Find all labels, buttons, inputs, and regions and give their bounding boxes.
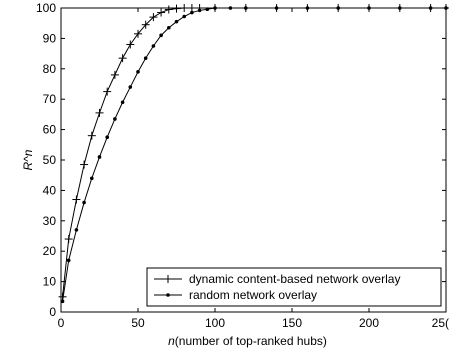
data-point-0-14 [164,5,173,14]
data-point-0-9 [126,40,135,49]
data-point-1-16 [182,14,186,19]
legend-marker-0 [164,275,172,283]
series-layer [58,4,449,304]
legend: dynamic content-based network overlay ran… [146,267,442,307]
legend-box [146,267,442,307]
data-point-1-11 [143,56,148,60]
x-tick-label: 150 [282,316,302,330]
data-point-1-27 [398,6,402,10]
x-axis-label: n(number of top-ranked hubs) [168,334,327,348]
data-point-1-23 [274,6,279,10]
y-tick-label: 30 [43,214,57,228]
data-point-1-21 [228,6,233,10]
y-tick-label: 50 [43,153,57,167]
data-point-1-22 [244,6,248,10]
data-point-0-5 [95,108,104,117]
y-tick-label: 10 [43,275,57,289]
data-point-1-19 [205,7,210,12]
data-point-0-4 [87,131,96,140]
series-line-1 [62,7,446,302]
data-point-0-13 [157,8,166,17]
series-1 [60,6,448,304]
data-point-1-26 [367,6,371,10]
data-point-1-20 [213,6,217,10]
data-point-0-3 [80,160,89,169]
x-tick-label: 25( [432,316,449,330]
data-point-0-17 [187,4,196,12]
data-point-1-17 [190,10,194,15]
data-point-1-15 [174,19,179,24]
y-tick-label: 60 [43,123,57,137]
axes-layer: 0 10 20 30 40 50 60 70 80 90 100 0 50 100 150 200 25( n(n… [21,1,449,348]
data-point-1-3 [82,200,86,205]
data-point-1-18 [197,8,202,13]
data-point-1-5 [97,155,102,159]
y-tick-label: 80 [43,62,57,76]
data-point-1-28 [428,6,433,10]
data-point-1-2 [74,228,79,232]
x-tick-label: 50 [131,316,145,330]
x-axis-label-italic: n [168,334,175,348]
legend-label-0: dynamic content-based network overlay [189,272,400,286]
y-axis-label: R^n [21,149,35,170]
x-tick-label: 200 [359,316,379,330]
data-point-1-14 [167,25,171,30]
x-tick-label: 0 [58,316,65,330]
data-point-0-1 [64,235,73,244]
y-tick-label: 90 [43,31,57,45]
data-point-0-11 [141,20,150,29]
y-tick-label: 100 [36,1,56,15]
data-point-1-8 [120,100,125,105]
legend-marker-1 [166,293,170,297]
data-point-1-1 [66,258,71,263]
data-point-0-6 [103,87,112,96]
data-point-1-25 [336,6,341,10]
data-point-1-7 [113,117,117,121]
data-point-1-6 [105,135,109,139]
plot-area [60,7,447,313]
data-point-0-12 [149,13,158,22]
data-point-1-24 [305,6,310,10]
data-point-1-12 [151,44,156,48]
data-point-1-0 [60,299,65,304]
y-tick-label: 20 [43,244,57,258]
data-point-1-4 [90,176,94,181]
x-tick-label: 100 [205,316,225,330]
plot-frame [60,7,447,313]
legend-label-1: random network overlay [189,288,317,302]
y-tick-label: 70 [43,92,57,106]
data-point-0-7 [110,70,119,79]
data-point-0-15 [172,4,181,13]
data-point-1-13 [159,33,163,38]
x-axis-label-rest: (number of top-ranked hubs) [175,334,327,348]
data-point-0-8 [118,54,127,63]
data-point-1-10 [136,70,140,74]
data-point-0-16 [180,4,189,12]
data-point-0-10 [134,29,142,38]
y-tick-label: 40 [43,183,57,197]
y-tick-label: 0 [49,305,56,319]
data-point-0-2 [72,195,81,204]
data-point-1-9 [128,85,133,89]
